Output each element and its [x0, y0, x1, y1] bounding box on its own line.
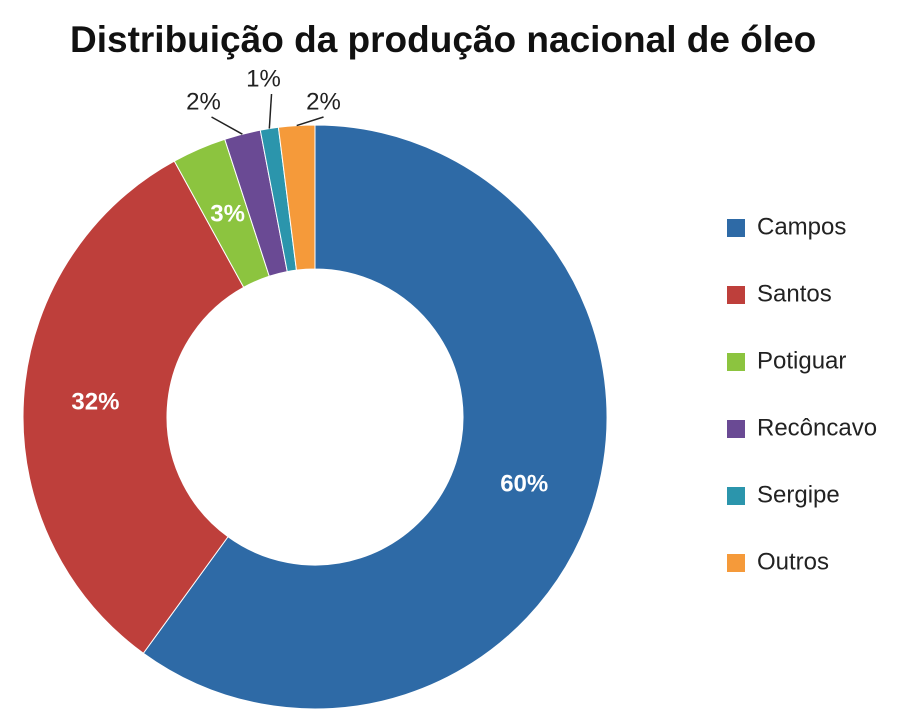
legend-label: Sergipe [757, 481, 840, 508]
legend-swatch [727, 554, 745, 572]
data-label: 60% [500, 470, 548, 497]
legend-swatch [727, 353, 745, 371]
legend-label: Recôncavo [757, 414, 877, 441]
donut-slice [142, 124, 608, 710]
data-label: 32% [71, 389, 119, 416]
legend-label: Santos [757, 280, 832, 307]
legend-label: Campos [757, 213, 846, 240]
legend-swatch [727, 487, 745, 505]
data-label: 3% [210, 200, 245, 227]
donut-slice [277, 124, 316, 271]
leader-line [296, 116, 324, 127]
data-label: 1% [246, 65, 281, 92]
legend-swatch [727, 286, 745, 304]
chart-title: Distribuição da produção nacional de óle… [70, 19, 816, 60]
leader-line [268, 93, 273, 129]
data-label: 2% [306, 88, 341, 115]
legend-label: Outros [757, 548, 829, 575]
legend-label: Potiguar [757, 347, 846, 374]
leader-line [211, 116, 243, 135]
data-label: 2% [186, 88, 221, 115]
legend-swatch [727, 420, 745, 438]
donut-slice [22, 160, 245, 654]
legend-swatch [727, 219, 745, 237]
